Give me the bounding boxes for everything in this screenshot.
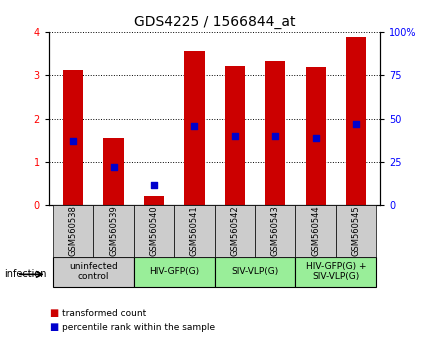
Bar — [184, 51, 204, 205]
Bar — [346, 38, 366, 205]
Text: GSM560542: GSM560542 — [230, 206, 239, 256]
Bar — [215, 205, 255, 257]
Text: GSM560544: GSM560544 — [311, 206, 320, 256]
Point — [150, 182, 157, 187]
Text: ■: ■ — [49, 322, 58, 332]
Text: SIV-VLP(G): SIV-VLP(G) — [232, 267, 279, 276]
Bar — [225, 66, 245, 205]
Bar — [53, 257, 134, 287]
Bar — [103, 138, 124, 205]
Bar — [265, 61, 285, 205]
Text: GSM560543: GSM560543 — [271, 206, 280, 256]
Point — [110, 164, 117, 170]
Bar — [255, 205, 295, 257]
Text: GSM560540: GSM560540 — [150, 206, 159, 256]
Bar — [134, 257, 215, 287]
Point — [312, 135, 319, 141]
Bar — [53, 205, 94, 257]
Point — [232, 133, 238, 139]
Text: GSM560545: GSM560545 — [351, 206, 361, 256]
Bar — [295, 257, 376, 287]
Bar — [215, 257, 295, 287]
Text: infection: infection — [4, 269, 47, 279]
Text: transformed count: transformed count — [62, 309, 146, 318]
Text: HIV-GFP(G): HIV-GFP(G) — [149, 267, 199, 276]
Bar — [144, 196, 164, 205]
Text: GSM560541: GSM560541 — [190, 206, 199, 256]
Text: GSM560538: GSM560538 — [68, 206, 78, 256]
Text: ■: ■ — [49, 308, 58, 318]
Bar — [134, 205, 174, 257]
Bar — [63, 70, 83, 205]
Text: uninfected
control: uninfected control — [69, 262, 118, 281]
Point — [353, 121, 360, 127]
Text: GSM560539: GSM560539 — [109, 206, 118, 256]
Title: GDS4225 / 1566844_at: GDS4225 / 1566844_at — [134, 16, 295, 29]
Point — [191, 123, 198, 129]
Point — [70, 138, 76, 144]
Bar — [336, 205, 376, 257]
Bar — [306, 67, 326, 205]
Bar — [94, 205, 134, 257]
Bar — [295, 205, 336, 257]
Bar — [174, 205, 215, 257]
Point — [272, 133, 279, 139]
Text: percentile rank within the sample: percentile rank within the sample — [62, 323, 215, 332]
Text: HIV-GFP(G) +
SIV-VLP(G): HIV-GFP(G) + SIV-VLP(G) — [306, 262, 366, 281]
